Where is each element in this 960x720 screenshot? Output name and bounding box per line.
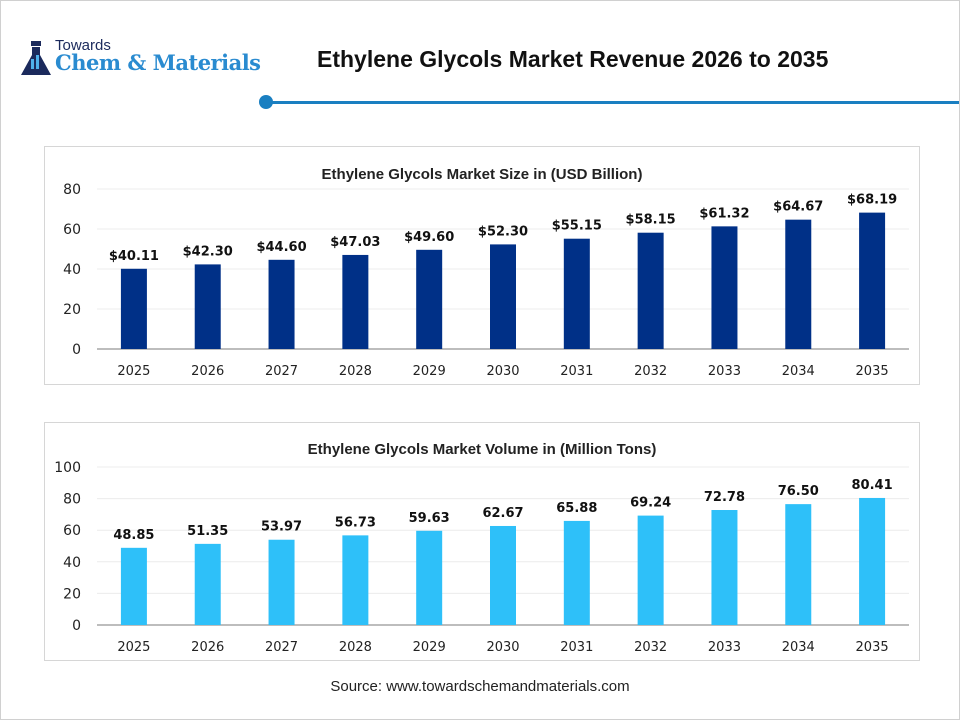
data-label: 53.97 (261, 520, 302, 535)
bar (785, 504, 812, 625)
data-label: 69.24 (630, 496, 671, 511)
bar (120, 547, 147, 625)
chart-title: Ethylene Glycols Market Size in (USD Bil… (322, 166, 643, 183)
bar (711, 226, 738, 349)
y-tick-label: 20 (63, 302, 81, 318)
bar (342, 254, 369, 349)
y-tick-label: 0 (72, 342, 81, 358)
x-tick-label: 2035 (856, 640, 889, 655)
x-tick-label: 2033 (708, 364, 741, 379)
bar (416, 249, 443, 349)
x-tick-label: 2030 (486, 640, 519, 655)
data-label: $68.19 (847, 193, 897, 208)
y-tick-label: 60 (63, 523, 81, 539)
data-label: $58.15 (626, 213, 676, 228)
bar (563, 238, 590, 349)
data-label: 51.35 (187, 524, 228, 539)
y-tick-label: 40 (63, 262, 81, 278)
bar (859, 497, 886, 625)
title-divider (266, 101, 959, 104)
data-label: 72.78 (704, 490, 745, 505)
divider-dot (259, 95, 273, 109)
data-label: 76.50 (778, 484, 819, 499)
bar (859, 212, 886, 349)
x-tick-label: 2027 (265, 364, 298, 379)
x-tick-label: 2028 (339, 640, 372, 655)
bar (268, 259, 295, 349)
y-tick-label: 100 (54, 460, 81, 476)
x-tick-label: 2030 (486, 364, 519, 379)
y-tick-label: 0 (72, 618, 81, 634)
x-tick-label: 2032 (634, 364, 667, 379)
source-note: Source: www.towardschemandmaterials.com (330, 678, 630, 695)
y-tick-label: 40 (63, 555, 81, 571)
bar (490, 244, 516, 349)
data-label: $40.11 (109, 249, 159, 264)
y-tick-label: 60 (63, 222, 81, 238)
x-tick-label: 2034 (782, 640, 815, 655)
page-title: Ethylene Glycols Market Revenue 2026 to … (317, 46, 829, 72)
bar (637, 232, 664, 349)
data-label: $52.30 (478, 224, 528, 239)
x-tick-label: 2035 (856, 364, 889, 379)
data-label: $49.60 (404, 230, 454, 245)
x-tick-label: 2027 (265, 640, 298, 655)
bar (194, 543, 221, 625)
market-size-chart: Ethylene Glycols Market Size in (USD Bil… (44, 146, 920, 385)
bar (268, 539, 295, 625)
data-label: 59.63 (409, 511, 450, 526)
market-volume-chart: Ethylene Glycols Market Volume in (Milli… (44, 422, 920, 661)
x-tick-label: 2029 (413, 640, 446, 655)
x-tick-label: 2025 (117, 640, 150, 655)
x-tick-label: 2032 (634, 640, 667, 655)
data-label: 48.85 (113, 528, 154, 543)
bar (637, 515, 664, 625)
data-label: $44.60 (256, 240, 306, 255)
bar (711, 510, 738, 625)
x-tick-label: 2031 (560, 364, 593, 379)
data-label: 62.67 (482, 506, 523, 521)
logo-top-text: Towards (55, 37, 111, 54)
data-label: 80.41 (852, 478, 893, 493)
data-label: $47.03 (330, 235, 380, 250)
x-tick-label: 2029 (413, 364, 446, 379)
bar (785, 219, 812, 349)
data-label: $61.32 (699, 206, 749, 221)
chart-title: Ethylene Glycols Market Volume in (Milli… (308, 441, 657, 458)
data-label: $64.67 (773, 200, 823, 215)
data-label: 56.73 (335, 515, 376, 530)
y-tick-label: 80 (63, 182, 81, 198)
bar (194, 264, 221, 349)
data-label: $55.15 (552, 219, 602, 234)
x-tick-label: 2034 (782, 364, 815, 379)
bar (490, 525, 516, 625)
logo-main-text: Chem & Materials (55, 50, 261, 75)
bar (563, 520, 590, 625)
x-tick-label: 2033 (708, 640, 741, 655)
data-label: $42.30 (183, 244, 233, 259)
y-tick-label: 80 (63, 492, 81, 508)
bar (342, 535, 369, 625)
data-label: 65.88 (556, 501, 597, 516)
bar (120, 268, 147, 349)
bar (416, 530, 443, 625)
x-tick-label: 2028 (339, 364, 372, 379)
x-tick-label: 2026 (191, 364, 224, 379)
y-tick-label: 20 (63, 586, 81, 602)
x-tick-label: 2025 (117, 364, 150, 379)
x-tick-label: 2031 (560, 640, 593, 655)
flask-icon (21, 41, 51, 75)
x-tick-label: 2026 (191, 640, 224, 655)
